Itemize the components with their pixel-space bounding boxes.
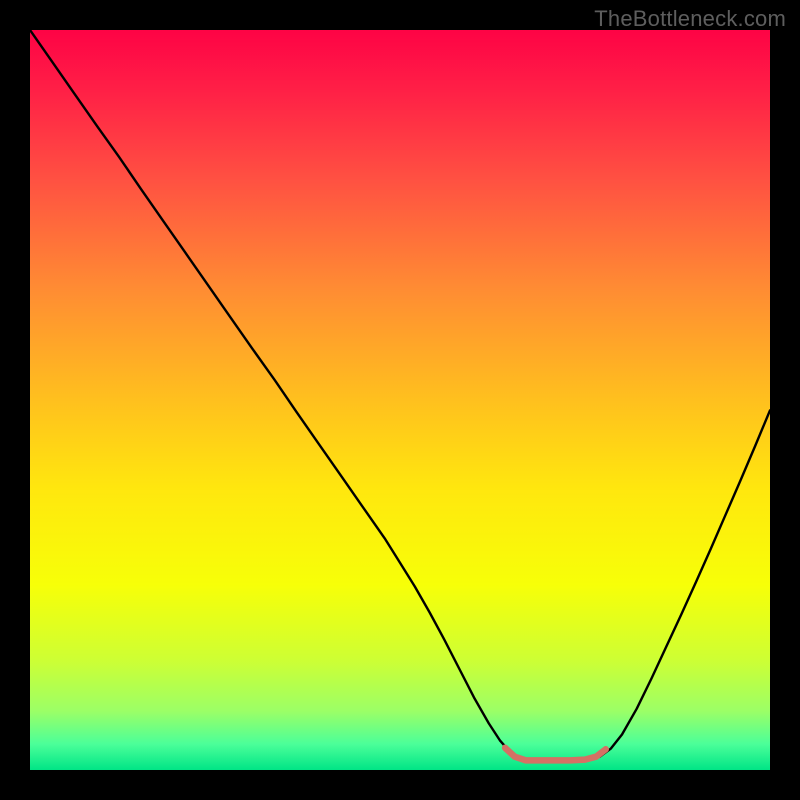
plot-area	[30, 30, 770, 770]
watermark-text: TheBottleneck.com	[594, 6, 786, 32]
sweet-spot-marker	[30, 30, 770, 770]
chart-frame: TheBottleneck.com	[0, 0, 800, 800]
